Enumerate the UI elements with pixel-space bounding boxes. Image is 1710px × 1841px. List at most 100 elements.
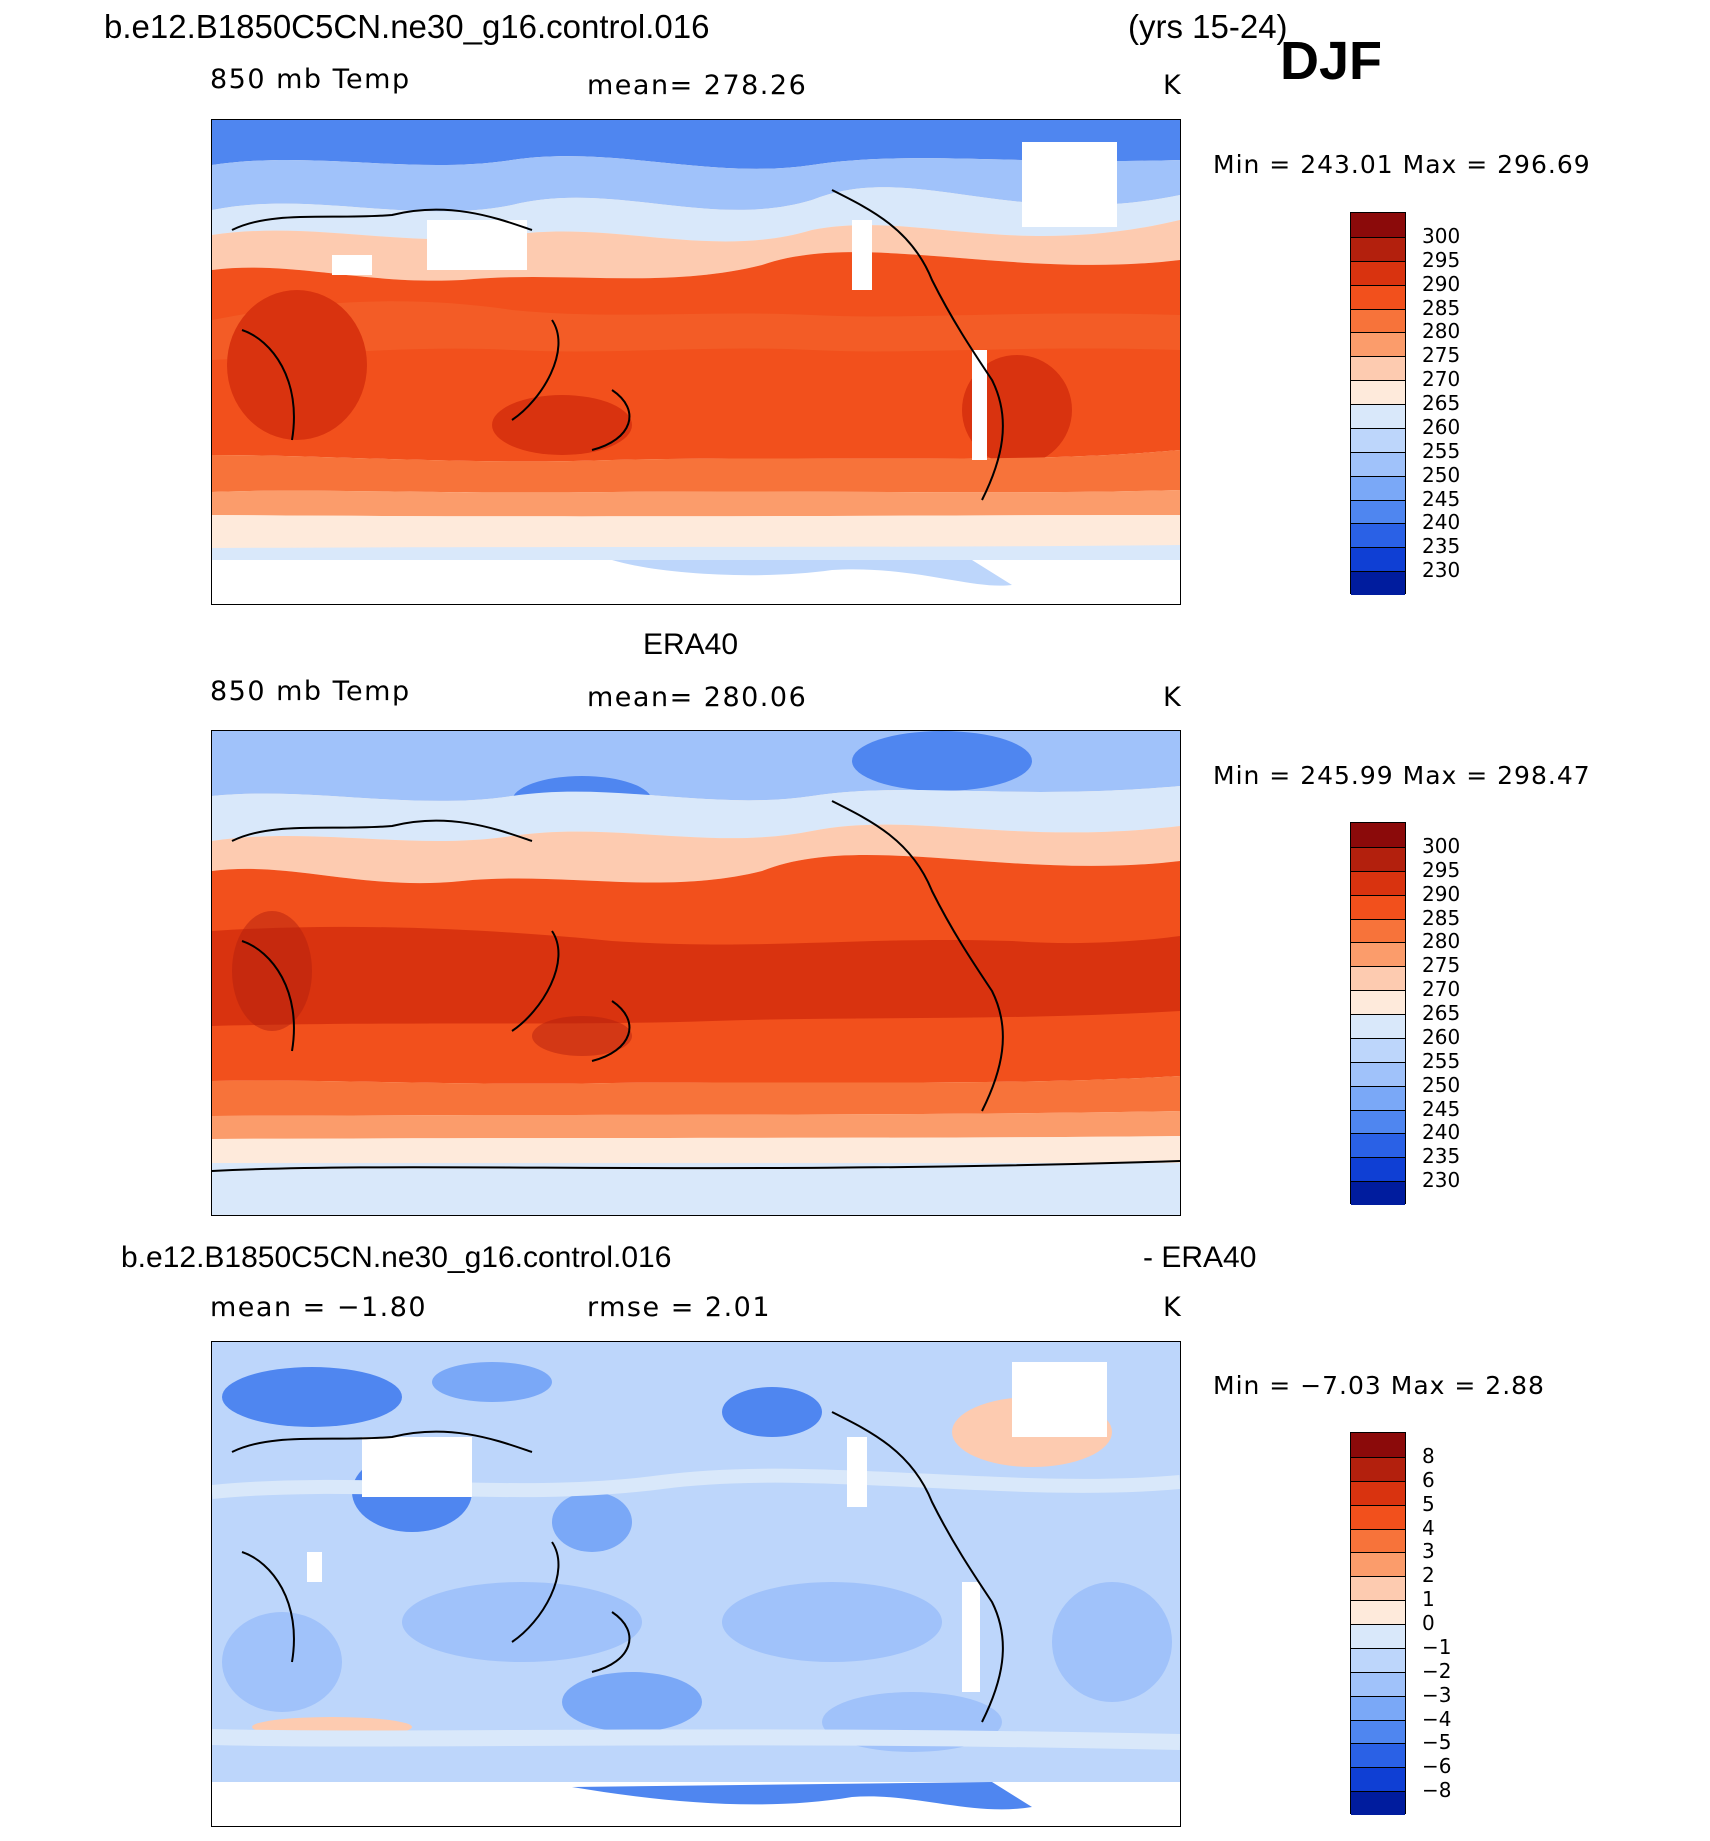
colorbar-swatch — [1351, 1433, 1405, 1457]
colorbar-tick-label: −4 — [1422, 1706, 1452, 1731]
colorbar-swatch — [1351, 823, 1405, 847]
case-name-title: b.e12.B1850C5CN.ne30_g16.control.016 — [104, 8, 710, 45]
colorbar-swatch — [1351, 1743, 1405, 1768]
colorbar-tick-label: 8 — [1422, 1443, 1435, 1468]
colorbar-tick-label: 5 — [1422, 1491, 1435, 1516]
colorbar-swatch — [1351, 1456, 1405, 1481]
panel2-map — [211, 730, 1181, 1216]
colorbar-swatch — [1351, 1085, 1405, 1110]
colorbar-tick-label: 3 — [1422, 1539, 1435, 1564]
panel2-units-label: K — [1163, 682, 1183, 713]
colorbar-tick-label: 295 — [1422, 857, 1461, 882]
colorbar-swatch — [1351, 284, 1405, 309]
colorbar-swatch — [1351, 499, 1405, 524]
colorbar-tick-label: 285 — [1422, 905, 1461, 930]
colorbar-tick-label: 300 — [1422, 223, 1461, 248]
colorbar-tick-label: −6 — [1422, 1754, 1452, 1779]
colorbar-swatch — [1351, 1600, 1405, 1624]
colorbar-tick-label: 275 — [1422, 953, 1461, 978]
panel1-variable-label: 850 mb Temp — [210, 64, 411, 95]
panel3-map-canvas — [212, 1342, 1180, 1826]
panel1-map — [211, 119, 1181, 605]
colorbar-swatch — [1351, 547, 1405, 572]
colorbar-tick-label: −8 — [1422, 1778, 1452, 1803]
colorbar-swatch — [1351, 1695, 1405, 1720]
panel2-mean-label: mean= 280.06 — [587, 682, 808, 713]
colorbar-swatch — [1351, 1133, 1405, 1158]
panel2-minmax: Min = 245.99 Max = 298.47 — [1213, 761, 1591, 790]
colorbar-swatch — [1351, 1624, 1405, 1648]
panel3-minmax: Min = −7.03 Max = 2.88 — [1213, 1371, 1545, 1400]
colorbar-swatch — [1351, 571, 1405, 595]
colorbar-swatch — [1351, 356, 1405, 381]
panel2-title: ERA40 — [643, 628, 739, 661]
colorbar-swatch — [1351, 966, 1405, 991]
colorbar-swatch — [1351, 236, 1405, 261]
colorbar-swatch — [1351, 1767, 1405, 1792]
panel1-colorbar: 300 295 290 285 280 275 270 265 260 255 250 245 240 2… — [1350, 212, 1460, 595]
panel3-colorbar: 8 6 5 4 3 2 1 0 −1 −2 −3 −4 −5 −6 −8 — [1350, 1432, 1451, 1815]
colorbar-tick-label: 270 — [1422, 367, 1461, 392]
panel3-title-right: - ERA40 — [1143, 1241, 1257, 1274]
colorbar-tick-label: −3 — [1422, 1682, 1452, 1707]
colorbar-tick-label: 240 — [1422, 510, 1461, 535]
colorbar-tick-label: 290 — [1422, 271, 1461, 296]
panel3-map — [211, 1341, 1181, 1827]
years-label: (yrs 15-24) — [1128, 8, 1288, 45]
colorbar-tick-label: 265 — [1422, 1001, 1461, 1025]
colorbar-swatch — [1351, 1181, 1405, 1205]
colorbar-tick-label: −1 — [1422, 1634, 1452, 1659]
colorbar-swatch — [1351, 380, 1405, 404]
panel3-rmse-label: rmse = 2.01 — [587, 1292, 772, 1323]
colorbar-swatch — [1351, 870, 1405, 895]
panel2-variable-label: 850 mb Temp — [210, 676, 411, 707]
panel3-title-left: b.e12.B1850C5CN.ne30_g16.control.016 — [121, 1241, 672, 1274]
colorbar-tick-label: 235 — [1422, 534, 1461, 559]
colorbar-tick-label: 270 — [1422, 977, 1461, 1002]
colorbar-swatch — [1351, 1528, 1405, 1553]
colorbar-swatch — [1351, 1647, 1405, 1672]
colorbar-tick-label: 1 — [1422, 1587, 1435, 1612]
panel3-units-label: K — [1163, 1292, 1183, 1323]
colorbar-tick-label: 300 — [1422, 833, 1461, 858]
colorbar-swatch — [1351, 942, 1405, 967]
colorbar-tick-label: 295 — [1422, 247, 1461, 272]
colorbar-swatch — [1351, 1014, 1405, 1038]
colorbar-tick-label: 275 — [1422, 343, 1461, 368]
colorbar-swatch — [1351, 260, 1405, 285]
colorbar-tick-label: 0 — [1422, 1611, 1435, 1635]
colorbar-swatch — [1351, 475, 1405, 500]
colorbar-tick-label: 260 — [1422, 1024, 1461, 1049]
colorbar-swatch — [1351, 1480, 1405, 1505]
colorbar-swatch — [1351, 1504, 1405, 1529]
colorbar-tick-label: −5 — [1422, 1730, 1452, 1755]
colorbar-tick-label: 280 — [1422, 319, 1461, 344]
colorbar-tick-label: 230 — [1422, 558, 1461, 583]
season-label: DJF — [1280, 31, 1383, 91]
colorbar-swatch — [1351, 404, 1405, 428]
colorbar-swatch — [1351, 332, 1405, 357]
colorbar-swatch — [1351, 308, 1405, 333]
colorbar-tick-label: 2 — [1422, 1563, 1435, 1588]
colorbar-swatch — [1351, 451, 1405, 476]
colorbar-tick-label: 245 — [1422, 486, 1461, 511]
panel2-colorbar: 300 295 290 285 280 275 270 265 260 255 250 245 240 2… — [1350, 822, 1460, 1205]
colorbar-swatch — [1351, 427, 1405, 452]
panel3-mean-label: mean = −1.80 — [210, 1292, 428, 1323]
colorbar-swatch — [1351, 918, 1405, 943]
panel1-minmax: Min = 243.01 Max = 296.69 — [1213, 150, 1591, 179]
panel1-mean-label: mean= 278.26 — [587, 70, 808, 101]
colorbar-tick-label: 255 — [1422, 1048, 1461, 1073]
colorbar-swatch — [1351, 523, 1405, 548]
colorbar-tick-label: 235 — [1422, 1144, 1461, 1169]
colorbar-tick-label: 290 — [1422, 881, 1461, 906]
colorbar-tick-label: 250 — [1422, 1072, 1461, 1097]
colorbar-swatch — [1351, 1552, 1405, 1577]
colorbar-tick-label: 285 — [1422, 295, 1461, 320]
colorbar-swatch — [1351, 1791, 1405, 1815]
colorbar-tick-label: 265 — [1422, 391, 1461, 415]
panel2-map-canvas — [212, 731, 1180, 1215]
colorbar-tick-label: 280 — [1422, 929, 1461, 954]
colorbar-swatch — [1351, 1719, 1405, 1744]
colorbar-swatch — [1351, 1061, 1405, 1086]
